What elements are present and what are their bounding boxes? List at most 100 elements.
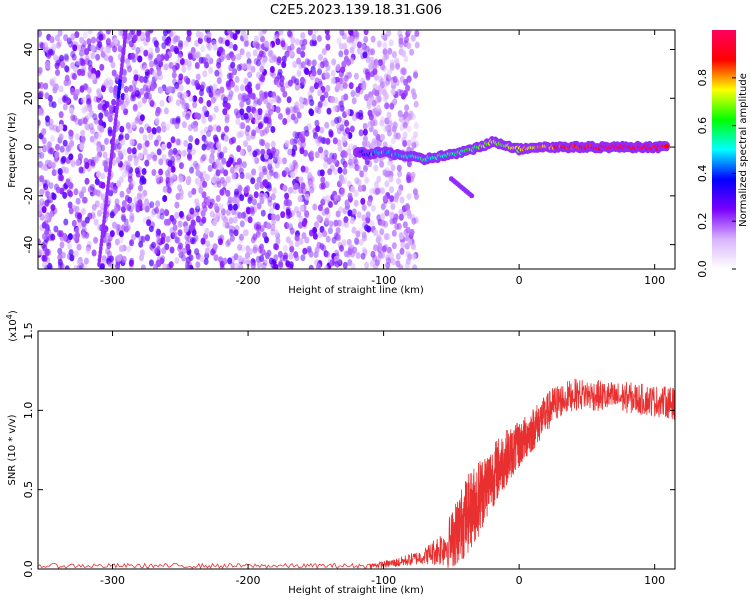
spectrogram-noise-cell xyxy=(175,115,181,123)
spectrogram-noise-cell xyxy=(269,66,275,73)
spectrogram-noise-cell xyxy=(62,139,68,147)
spectrogram-noise-cell xyxy=(384,53,390,60)
spectrogram-noise-cell xyxy=(250,236,256,244)
spectrogram-noise-cell xyxy=(172,231,178,239)
spectrogram-noise-cell xyxy=(239,148,245,156)
spectrogram-noise-cell xyxy=(138,152,143,160)
spectrogram-noise-cell xyxy=(339,104,345,112)
spectrogram-noise-cell xyxy=(356,178,362,186)
spectrogram-noise-cell xyxy=(156,212,162,220)
spectrogram-noise-cell xyxy=(65,178,71,186)
spectrogram-noise-cell xyxy=(158,86,163,94)
spectrogram-noise-cell xyxy=(406,193,412,200)
spectrogram-noise-cell xyxy=(327,227,333,235)
spectrogram-noise-cell xyxy=(353,190,359,197)
spectrogram-noise-cell xyxy=(108,105,114,112)
spectrogram-noise-cell xyxy=(167,85,173,93)
spectrogram-noise-cell xyxy=(317,135,323,143)
spectrogram-noise-cell xyxy=(167,166,173,174)
spectrogram-noise-cell xyxy=(370,35,376,43)
spectrogram-noise-cell xyxy=(411,135,417,143)
spectrogram-noise-cell xyxy=(306,123,312,131)
spectrogram-noise-cell xyxy=(324,217,330,225)
spectrogram-noise-cell xyxy=(313,82,319,90)
spectrogram-noise-cell xyxy=(302,38,308,46)
spectrogram-noise-cell xyxy=(390,164,396,172)
spectrogram-noise-cell xyxy=(44,199,50,207)
spectrogram-noise-cell xyxy=(330,77,336,85)
spectrogram-noise-cell xyxy=(110,61,116,69)
spectrogram-noise-cell xyxy=(336,234,342,241)
spectrogram-noise-cell xyxy=(39,198,45,206)
spectrogram-noise-cell xyxy=(104,137,109,145)
spectrogram-noise-cell xyxy=(390,203,396,210)
spectrogram-noise-cell xyxy=(278,113,284,121)
spectrogram-noise-cell xyxy=(149,100,155,107)
spectrogram-noise-cell xyxy=(324,121,330,129)
spectrogram-noise-cell xyxy=(288,261,294,269)
spectrogram-noise-cell xyxy=(44,248,50,256)
spectrogram-noise-cell xyxy=(249,207,255,215)
spectrogram-noise-cell xyxy=(53,156,59,164)
spectrogram-noise-cell xyxy=(347,248,353,256)
spectrogram-noise-cell xyxy=(389,102,395,110)
spectrogram-noise-cell xyxy=(402,131,408,139)
spectrogram-noise-cell xyxy=(77,212,83,220)
spectrogram-noise-cell xyxy=(183,75,189,83)
spectrogram-noise-cell xyxy=(80,135,86,143)
spectrogram-noise-cell xyxy=(79,85,85,92)
spectrogram-noise-cell xyxy=(198,56,204,64)
spectrogram-noise-cell xyxy=(203,57,208,65)
spectrogram-noise-cell xyxy=(258,165,264,173)
spectrogram-noise-cell xyxy=(380,251,385,259)
spectrogram-noise-cell xyxy=(49,123,54,131)
spectrogram-noise-cell xyxy=(71,219,77,227)
spectrogram-noise-cell xyxy=(113,37,119,45)
spectrogram-noise-cell xyxy=(116,180,122,188)
spectrogram-noise-cell xyxy=(308,229,314,237)
spectrogram-noise-cell xyxy=(229,157,235,165)
spectrogram-noise-cell xyxy=(301,220,307,227)
spectrogram-noise-cell xyxy=(63,94,69,102)
spectrogram-noise-cell xyxy=(273,254,279,262)
spectrogram-noise-cell xyxy=(178,242,183,250)
spectrogram-noise-cell xyxy=(386,117,392,125)
spectrogram-noise-cell xyxy=(383,73,389,81)
spectrogram-noise-cell xyxy=(126,122,132,130)
spectrogram-noise-cell xyxy=(267,163,273,171)
spectrogram-noise-cell xyxy=(216,180,222,188)
spectrogram-noise-cell xyxy=(174,122,180,130)
spectrogram-noise-cell xyxy=(284,222,290,229)
spectrogram-noise-cell xyxy=(150,84,156,92)
spectrogram-noise-cell xyxy=(49,36,55,44)
spectrogram-noise-cell xyxy=(81,196,87,204)
spectrogram-noise-cell xyxy=(333,194,339,202)
spectrogram-noise-cell xyxy=(271,218,277,226)
spectrogram-noise-cell xyxy=(68,153,74,161)
spectrogram-noise-cell xyxy=(144,140,150,148)
spectrogram-noise-cell xyxy=(212,219,218,227)
spectrogram-noise-cell xyxy=(162,195,168,202)
spectrogram-noise-cell xyxy=(254,35,259,43)
spectrogram-noise-cell xyxy=(139,75,145,83)
spectrogram-noise-cell xyxy=(246,58,252,66)
spectrogram-xtick-label: -300 xyxy=(100,274,125,287)
spectrogram-noise-cell xyxy=(325,137,331,145)
spectrogram-noise-cell xyxy=(205,174,210,181)
spectrogram-noise-cell xyxy=(380,219,386,227)
spectrogram-noise-cell xyxy=(68,129,73,137)
spectrogram-noise-cell xyxy=(174,83,180,91)
spectrogram-noise-cell xyxy=(57,258,63,266)
spectrogram-noise-cell xyxy=(409,48,415,56)
spectrogram-noise-cell xyxy=(172,65,178,72)
spectrogram-noise-cell xyxy=(366,225,372,233)
spectrogram-noise-cell xyxy=(72,44,78,52)
spectrogram-ylabel: Frequency (Hz) xyxy=(7,112,18,188)
spectrogram-noise-cell xyxy=(318,53,323,61)
spectrogram-noise-cell xyxy=(125,224,131,232)
spectrogram-noise-cell xyxy=(304,210,310,218)
spectrogram-noise-cell xyxy=(348,30,354,36)
spectrogram-noise-cell xyxy=(253,97,259,105)
spectrogram-noise-cell xyxy=(385,74,391,82)
spectrogram-noise-cell xyxy=(300,32,306,40)
